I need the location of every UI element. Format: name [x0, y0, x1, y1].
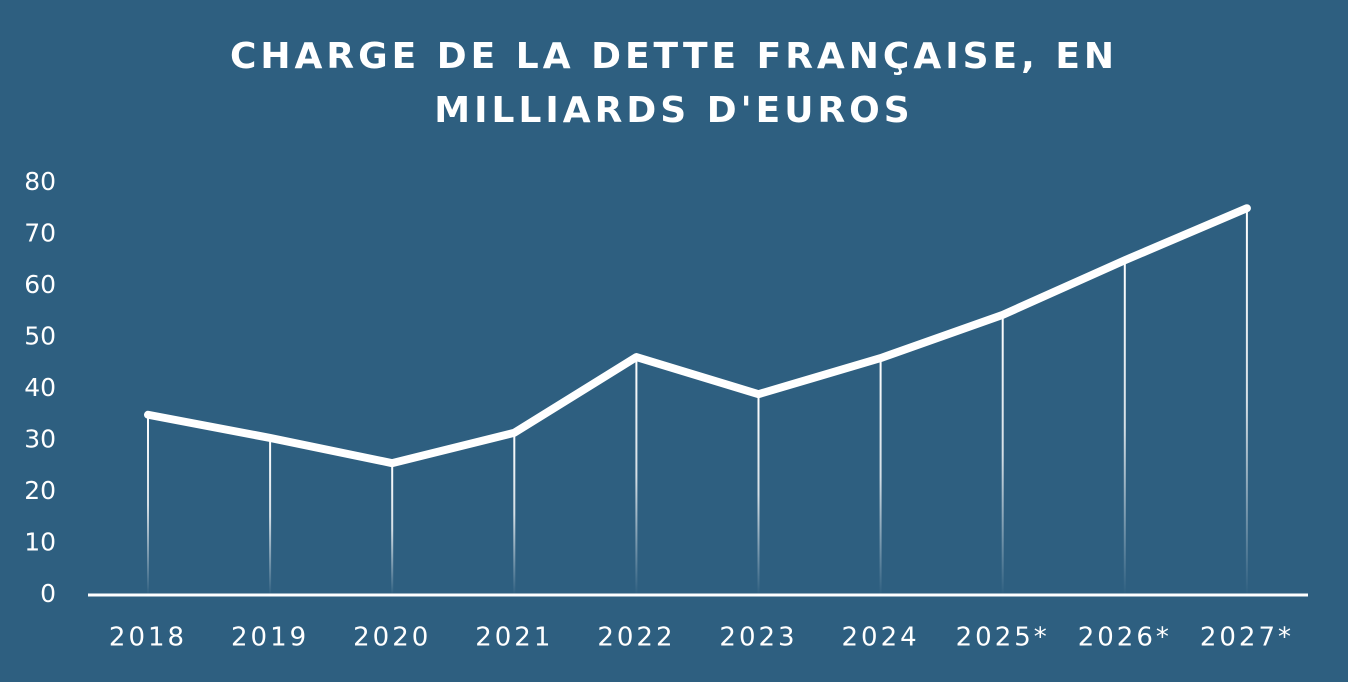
y-tick-label: 10 — [24, 528, 56, 557]
y-tick-label: 40 — [24, 373, 56, 402]
x-tick-label: 2025* — [956, 623, 1050, 653]
x-tick-label: 2018 — [109, 623, 187, 653]
drop-line — [879, 358, 882, 595]
y-tick-label: 50 — [24, 322, 56, 351]
x-tick-label: 2024 — [842, 623, 920, 653]
y-tick-label: 60 — [24, 270, 56, 299]
line — [144, 204, 1251, 468]
x-tick-label: 2019 — [231, 623, 309, 653]
drop-line — [147, 414, 149, 595]
drop-line — [269, 437, 272, 595]
x-tick-label: 2021 — [475, 623, 553, 653]
drop-line — [513, 432, 516, 595]
y-tick-label: 30 — [24, 425, 56, 454]
x-tick-label: 2023 — [719, 623, 797, 653]
drop-line — [1001, 314, 1004, 595]
x-tick-label: 2026* — [1078, 623, 1172, 653]
y-tick-label: 70 — [24, 219, 56, 248]
drop-line — [635, 357, 638, 595]
x-tick-label: 2022 — [597, 623, 675, 653]
y-tick-label: 0 — [40, 579, 56, 608]
drop-line — [391, 463, 394, 595]
chart-title: CHARGE DE LA DETTE FRANÇAISE, EN MILLIAR… — [229, 36, 1119, 131]
y-tick-label: 80 — [24, 167, 56, 196]
drop-line — [1123, 260, 1126, 595]
y-tick-label: 20 — [24, 476, 56, 505]
x-tick-label: 2027* — [1200, 623, 1294, 653]
drop-line — [757, 394, 760, 595]
x-tick-label: 2020 — [353, 623, 431, 653]
drop-line — [1245, 208, 1248, 596]
